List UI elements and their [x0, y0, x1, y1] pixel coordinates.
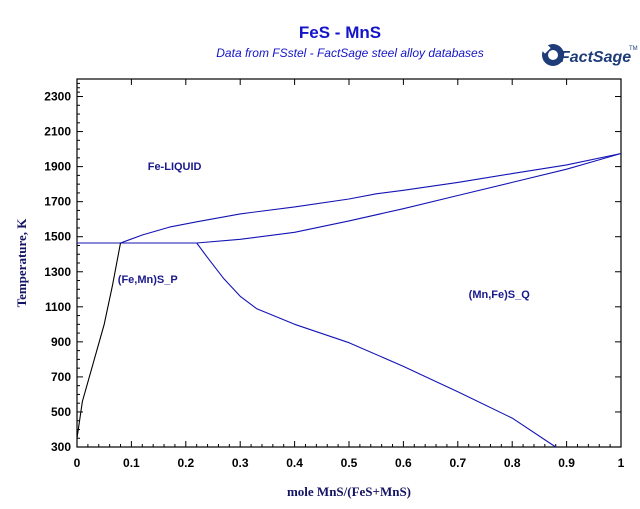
x-tick-label: 0.7: [449, 456, 466, 470]
phase-boundary-line: [120, 152, 622, 244]
factsage-logo-mark-icon: [539, 42, 564, 66]
x-tick-label: 0.2: [177, 456, 194, 470]
chart-title: FeS - MnS: [299, 23, 381, 42]
x-axis-ticks: 0 0.1 0.2 0.3 0.4 0.5 0.6 0.7 0.8 0.9 1: [74, 79, 625, 470]
plot-frame: [76, 78, 622, 448]
y-tick-label: 2300: [44, 90, 71, 104]
phase-boundary-line: [196, 242, 557, 448]
phase-region-label: (Mn,Fe)S_Q: [469, 289, 531, 301]
x-tick-label: 1: [618, 456, 625, 470]
y-tick-label: 700: [51, 370, 71, 384]
factsage-logo: FactSage TM: [539, 42, 638, 66]
phase-region-label: (Fe,Mn)S_P: [118, 274, 178, 286]
y-tick-label: 2100: [44, 125, 71, 139]
phase-boundary-line: [196, 152, 622, 244]
phase-region-labels: Fe-LIQUID (Fe,Mn)S_P (Mn,Fe)S_Q: [118, 161, 530, 301]
x-tick-label: 0.9: [558, 456, 575, 470]
y-tick-label: 1300: [44, 265, 71, 279]
factsage-logo-text: FactSage: [560, 49, 631, 66]
y-tick-label: 900: [51, 335, 71, 349]
y-axis-ticks: 300 500 700 900 1100 1300 1500 1700 1900 2100 2300: [44, 82, 621, 454]
factsage-logo-tm: TM: [629, 46, 638, 52]
y-tick-label: 1500: [44, 230, 71, 244]
y-tick-label: 1900: [44, 160, 71, 174]
chart-subtitle: Data from FSstel - FactSage steel alloy …: [216, 46, 483, 60]
x-tick-label: 0.8: [504, 456, 521, 470]
y-tick-label: 1700: [44, 195, 71, 209]
x-tick-label: 0.3: [232, 456, 249, 470]
y-tick-label: 300: [51, 440, 71, 454]
x-tick-label: 0.4: [286, 456, 303, 470]
y-axis-label: Temperature, K: [14, 218, 29, 308]
y-tick-label: 500: [51, 405, 71, 419]
phase-boundary-line: [76, 242, 122, 439]
phase-boundary-lines: [76, 152, 622, 448]
phase-region-label: Fe-LIQUID: [148, 161, 202, 173]
y-tick-label: 1100: [45, 300, 71, 314]
x-tick-label: 0.6: [395, 456, 412, 470]
x-axis-label: mole MnS/(FeS+MnS): [287, 484, 411, 499]
x-tick-label: 0: [74, 456, 81, 470]
x-tick-label: 0.5: [341, 456, 358, 470]
x-tick-label: 0.1: [123, 456, 140, 470]
